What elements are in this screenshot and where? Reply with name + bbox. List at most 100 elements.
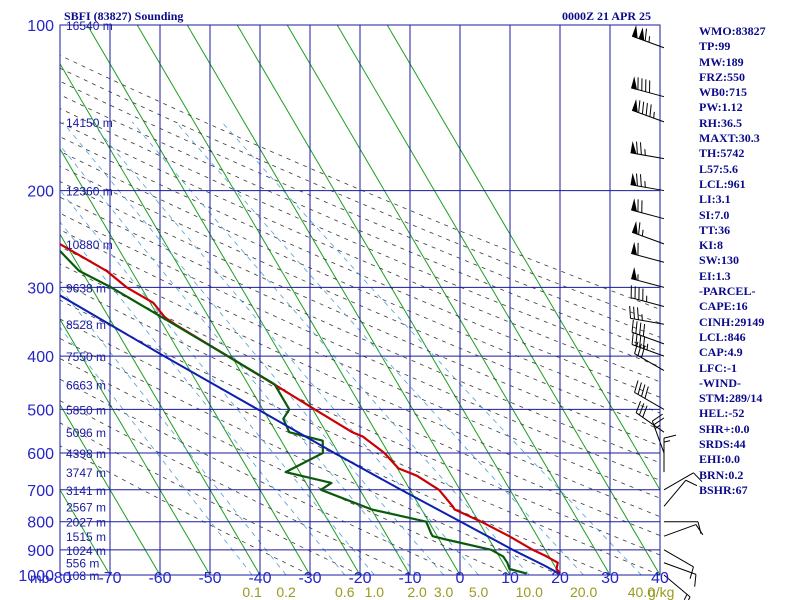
temperature-tick-label: 40: [651, 570, 669, 587]
isotherm-line: [60, 233, 261, 575]
dry-adiabat-line: [60, 181, 660, 447]
dry-adiabat-line: [60, 212, 660, 481]
dry-adiabat-line: [60, 80, 660, 338]
wind-barb-flag: [635, 321, 638, 334]
wind-barb: [634, 380, 665, 410]
wind-barb: [651, 413, 665, 454]
index-item: TP:99: [699, 39, 731, 54]
wind-barb-half-flag: [641, 229, 644, 237]
wind-barb-flag: [639, 322, 642, 336]
wind-barb-flag: [635, 400, 642, 413]
mixing-ratio-line: [60, 189, 375, 575]
index-item: BRN:0.2: [699, 467, 744, 482]
index-item: EI:1.3: [699, 268, 731, 283]
wind-barb-flag: [634, 341, 639, 354]
wind-barb-flag: [635, 333, 638, 346]
stability-indices-list: WMO:83827 TP:99 MW:189 FRZ:550 WB0:715 PW:1.1…: [699, 24, 766, 498]
index-item: LCL:846: [699, 329, 746, 344]
height-label: 5850 m: [66, 403, 106, 417]
wind-barb-staff: [631, 297, 665, 308]
index-item: LI:3.1: [699, 192, 731, 207]
wind-barb: [631, 267, 665, 288]
mixing-ratio-line: [60, 144, 418, 575]
wind-barb-flag: [631, 319, 634, 333]
index-item: SI:7.0: [699, 207, 730, 222]
wind-barb-flag: [637, 343, 642, 356]
isotherm-line: [386, 25, 660, 491]
index-item: CAP:4.9: [699, 345, 743, 360]
isotherm-line: [60, 318, 211, 575]
temperature-tick-label: -70: [98, 570, 121, 587]
wind-barb: [634, 341, 665, 372]
wind-barb: [630, 285, 665, 308]
wind-barb: [631, 198, 665, 220]
dry-adiabat-line: [60, 229, 660, 499]
index-item: PW:1.12: [699, 100, 743, 115]
wind-barb-flag: [652, 413, 663, 422]
isotherm-line: [86, 25, 411, 575]
wind-barb-flag: [694, 574, 697, 587]
wind-barb-staff: [630, 317, 665, 325]
wind-barb-pennant: [638, 27, 645, 41]
wind-barb: [663, 434, 677, 473]
pressure-tick-label: 700: [27, 483, 54, 500]
isotherm-line: [336, 25, 660, 575]
mixing-ratio-label: 2.0: [407, 584, 427, 600]
mixing-ratio-label: 1.0: [365, 584, 385, 600]
wind-barb-flag: [687, 596, 691, 600]
wind-barb-flag: [629, 305, 632, 319]
pressure-tick-label: 200: [27, 184, 54, 201]
temperature-tick-label: -80: [48, 570, 71, 587]
pressure-tick-label: 300: [27, 280, 54, 297]
wind-barb-staff: [631, 87, 665, 98]
wind-barb-flag: [639, 174, 642, 187]
station-title: SBFI (83827) Sounding: [64, 9, 184, 23]
wind-barb-flag: [637, 382, 642, 395]
temperature-tick-label: -20: [348, 570, 371, 587]
index-item: RH:36.5: [699, 115, 742, 130]
wind-barb-staff: [631, 35, 665, 49]
pressure-tick-label: 600: [27, 446, 54, 463]
dry-adiabat-line: [60, 281, 660, 556]
dry-adiabat-line: [60, 136, 660, 398]
height-label: 14150 m: [66, 116, 113, 130]
wind-barb-flag: [644, 386, 649, 399]
wind-barb-staff: [634, 353, 665, 372]
index-item: KI:8: [699, 238, 723, 253]
dry-adiabat-line: [60, 165, 660, 430]
mixing-ratio-label: 10.0: [516, 584, 543, 600]
wind-barb: [664, 521, 702, 534]
wind-barb: [631, 332, 665, 357]
height-label: 108 m: [66, 569, 99, 583]
wind-barb-flag: [653, 417, 665, 426]
wind-barb-staff: [663, 562, 697, 575]
wind-barb-staff: [651, 420, 665, 454]
dry-adiabat-line: [60, 67, 660, 324]
dry-adiabat-line: [60, 337, 561, 575]
mixing-ratio-line: [221, 121, 642, 575]
isotherm-line: [60, 403, 161, 575]
temperature-tick-label: -10: [398, 570, 421, 587]
height-label: 556 m: [66, 557, 99, 571]
height-label: 3747 m: [66, 466, 106, 480]
mixing-ratio-label: 5.0: [469, 584, 489, 600]
height-label: 3141 m: [66, 484, 106, 498]
height-label: 16540 m: [66, 19, 113, 33]
isotherm-line: [186, 25, 511, 575]
index-item: SRDS:44: [699, 437, 746, 452]
isotherm-line: [0, 25, 10, 575]
wind-barb-half-flag: [663, 440, 671, 443]
wind-barb-flag: [638, 403, 645, 416]
wind-barb-flag: [641, 384, 646, 397]
mixing-ratio-label: 20.0: [570, 584, 597, 600]
dry-adiabat-line: [60, 422, 361, 575]
wind-barb-pennant: [632, 98, 638, 113]
wind-barb-flag: [642, 405, 648, 418]
wind-barb-staff: [663, 472, 694, 491]
mixing-ratio-label: 40.0: [628, 584, 655, 600]
dry-adiabat-line: [60, 263, 660, 536]
isotherm-line: [236, 25, 561, 575]
wind-barb-staff: [663, 524, 697, 537]
index-item: FRZ:550: [699, 69, 745, 84]
pressure-tick-label: 400: [27, 349, 54, 366]
